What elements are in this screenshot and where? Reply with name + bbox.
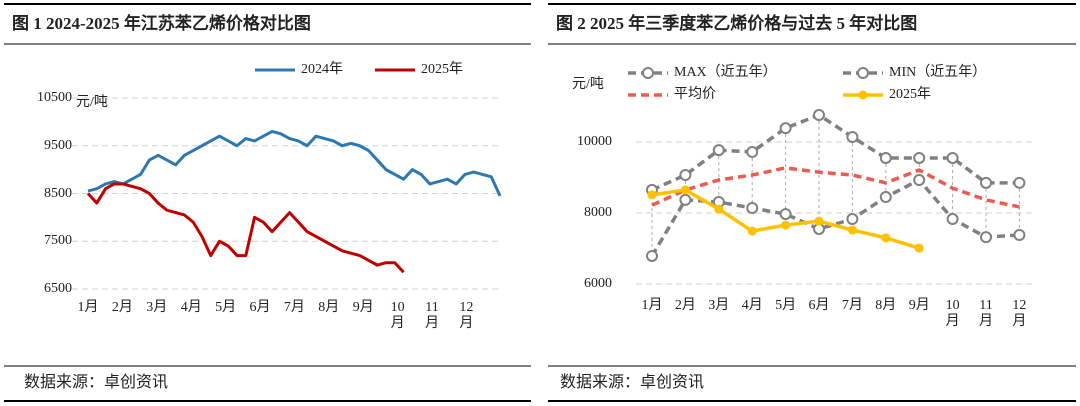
point-marker xyxy=(814,216,824,226)
point-marker xyxy=(980,231,992,244)
point-marker xyxy=(846,213,859,226)
legend-marker xyxy=(858,90,868,100)
point-marker xyxy=(913,173,926,186)
y-axis-unit: 元/吨 xyxy=(76,95,108,110)
point-marker xyxy=(781,220,791,230)
point-marker xyxy=(647,190,657,200)
x-tick-label: 4月 xyxy=(180,300,202,315)
y-tick-label: 6000 xyxy=(584,276,612,291)
y-tick-label: 8500 xyxy=(44,185,72,201)
series-line xyxy=(651,166,1020,209)
x-tick-label: 3月 xyxy=(708,298,730,313)
legend-label: MIN（近五年） xyxy=(889,65,987,80)
chart-title: 图 2 2025 年三季度苯乙烯价格与过去 5 年对比图 xyxy=(556,14,918,33)
legend-label: 2025年 xyxy=(889,87,931,102)
x-tick-label: 9月 xyxy=(352,300,374,315)
y-tick-label: 8000 xyxy=(584,205,612,220)
legend-marker xyxy=(857,67,869,79)
point-marker xyxy=(679,193,692,206)
point-marker xyxy=(746,202,759,215)
point-marker xyxy=(747,226,757,236)
point-marker xyxy=(779,208,792,221)
point-marker xyxy=(846,131,859,144)
y-tick-label: 10000 xyxy=(577,134,612,149)
point-marker xyxy=(913,151,926,164)
legend-label: 2025年 xyxy=(421,62,463,77)
point-marker xyxy=(881,233,891,243)
series-line xyxy=(86,182,405,274)
x-tick-label: 1月 xyxy=(77,300,99,315)
point-marker xyxy=(746,145,759,158)
point-marker xyxy=(646,249,658,262)
point-marker xyxy=(813,109,825,122)
point-marker xyxy=(847,225,857,235)
point-marker xyxy=(946,213,959,226)
point-marker xyxy=(712,144,725,157)
x-tick-label: 12月 xyxy=(459,300,474,331)
x-tick-label: 5月 xyxy=(775,298,797,313)
source-note: 数据来源：卓创资讯 xyxy=(24,374,169,391)
point-marker xyxy=(879,151,892,164)
x-tick-label: 11月 xyxy=(425,300,439,331)
x-tick-label: 7月 xyxy=(283,300,305,315)
point-marker xyxy=(879,191,892,204)
point-marker xyxy=(914,243,924,253)
x-tick-label: 2月 xyxy=(674,298,696,313)
y-tick-label: 9500 xyxy=(44,137,72,153)
x-tick-label: 8月 xyxy=(875,298,897,313)
x-tick-label: 9月 xyxy=(908,298,930,313)
source-note: 数据来源：卓创资讯 xyxy=(560,374,705,391)
x-tick-label: 11月 xyxy=(979,298,993,329)
point-marker xyxy=(779,122,792,135)
legend-label: 平均价 xyxy=(674,87,716,102)
x-tick-label: 7月 xyxy=(841,298,863,313)
point-marker xyxy=(680,185,690,195)
x-tick-label: 6月 xyxy=(808,298,830,313)
point-marker xyxy=(1013,176,1026,189)
chart-title: 图 1 2024-2025 年江苏苯乙烯价格对比图 xyxy=(12,14,311,33)
y-tick-label: 7500 xyxy=(44,233,72,249)
legend-label: MAX（近五年） xyxy=(674,65,777,80)
x-tick-label: 3月 xyxy=(146,300,168,315)
x-tick-label: 6月 xyxy=(249,300,271,315)
series-line xyxy=(87,129,502,197)
point-marker xyxy=(714,204,724,214)
series-line xyxy=(651,113,1020,192)
x-tick-label: 10月 xyxy=(945,298,960,329)
y-axis-unit: 元/吨 xyxy=(572,77,604,92)
x-tick-label: 4月 xyxy=(741,298,763,313)
legend-marker xyxy=(642,67,654,79)
point-marker xyxy=(946,151,959,164)
y-tick-label: 6500 xyxy=(44,281,72,296)
point-marker xyxy=(1013,229,1026,242)
x-tick-label: 2月 xyxy=(111,300,133,315)
x-tick-label: 5月 xyxy=(215,300,237,315)
legend-label: 2024年 xyxy=(301,62,343,77)
x-tick-label: 12月 xyxy=(1012,298,1027,329)
y-tick-label: 10500 xyxy=(37,90,72,105)
point-marker xyxy=(679,169,692,182)
point-marker xyxy=(980,176,992,189)
x-tick-label: 1月 xyxy=(641,298,663,313)
x-tick-label: 10月 xyxy=(390,300,405,331)
x-tick-label: 8月 xyxy=(318,300,340,315)
